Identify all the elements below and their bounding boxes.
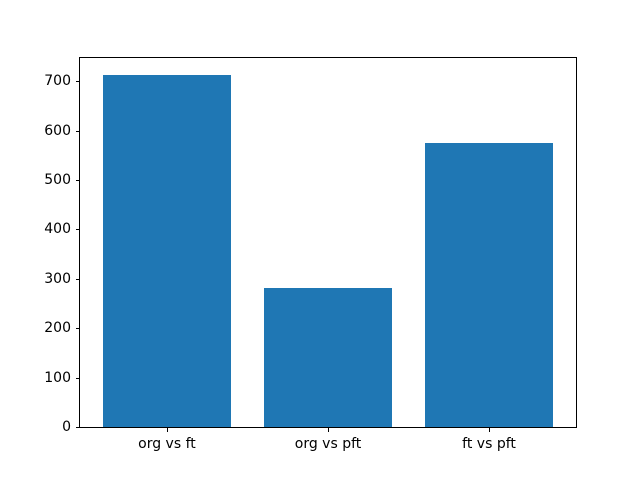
y-tick-mark	[76, 278, 80, 280]
y-tick-mark	[76, 377, 80, 379]
y-tick-label: 300	[44, 270, 71, 287]
y-tick-mark	[76, 229, 80, 231]
y-tick-label: 500	[44, 172, 71, 188]
x-tick-label: ft vs pft	[462, 436, 516, 453]
x-tick-label: org vs ft	[138, 436, 196, 453]
y-tick-label: 600	[44, 122, 71, 139]
y-tick-label: 0	[62, 419, 71, 436]
y-tick-label: 100	[44, 369, 71, 386]
y-tick-mark	[76, 180, 80, 181]
plot-area	[79, 56, 577, 429]
y-tick-mark	[76, 81, 80, 83]
x-tick-mark	[166, 428, 168, 433]
bar-org-vs-ft	[102, 75, 232, 428]
x-tick-mark	[328, 428, 329, 433]
bar-ft-vs-pft	[424, 142, 554, 428]
bar-org-vs-pft	[263, 288, 393, 428]
x-tick-mark	[489, 428, 491, 433]
y-tick-mark	[76, 328, 80, 330]
y-tick-mark	[76, 427, 80, 429]
x-tick-label: org vs pft	[294, 436, 362, 453]
y-tick-label: 400	[44, 221, 71, 238]
y-tick-mark	[76, 130, 80, 132]
y-tick-label: 200	[44, 320, 71, 337]
y-tick-label: 700	[44, 73, 71, 90]
